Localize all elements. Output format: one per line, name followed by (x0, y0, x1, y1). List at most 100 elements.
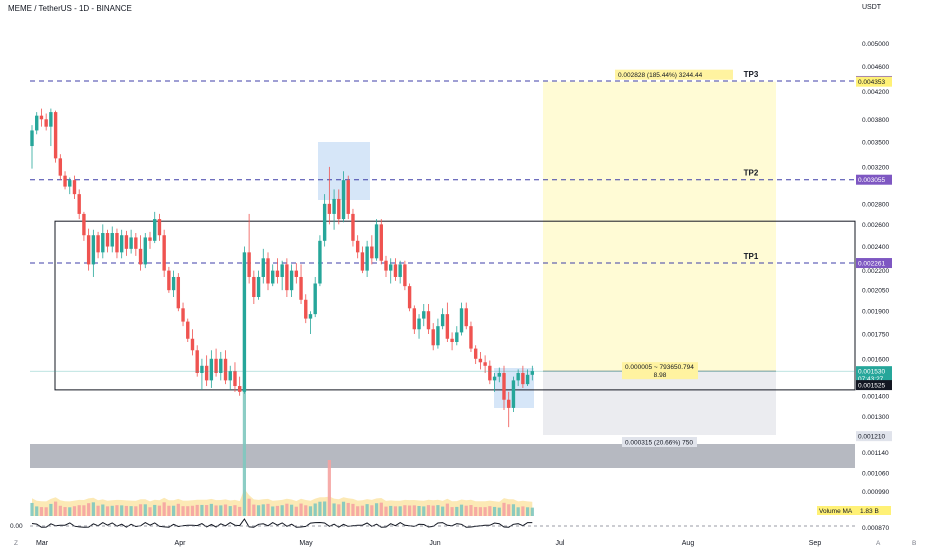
candle-body (119, 235, 124, 253)
candle-body (30, 130, 34, 147)
candle-body (181, 308, 185, 322)
y-tick-label: 0.002050 (862, 288, 889, 295)
volume-bar (271, 506, 275, 516)
volume-bar (186, 506, 190, 516)
volume-bar (408, 505, 412, 516)
volume-bar (110, 505, 114, 516)
candle-body (153, 219, 157, 241)
candle-body (148, 237, 152, 241)
candle-body (252, 276, 256, 298)
volume-bar (275, 505, 280, 516)
candle-body (492, 376, 497, 381)
volume-bar (209, 503, 213, 516)
volume-bar (91, 502, 95, 516)
candle-body (261, 258, 265, 277)
volume-bar (266, 503, 270, 516)
price-badge-text: 07:43:27 (858, 376, 884, 383)
candle-body (63, 175, 67, 187)
volume-bar (464, 505, 468, 516)
volume-bar (474, 506, 478, 516)
candle-body (138, 248, 143, 265)
volume-bar (200, 504, 204, 516)
corner-label: A (876, 540, 881, 547)
left-axis-value: 0.00 (10, 523, 23, 530)
candle-body (190, 338, 195, 351)
volume-bar (138, 504, 143, 516)
volume-bar (323, 501, 327, 516)
candle-body (483, 362, 487, 366)
y-tick-label: 0.000870 (862, 525, 889, 532)
volume-bar (360, 505, 364, 516)
volume-bar (374, 503, 379, 516)
candle-body (417, 318, 421, 330)
volume-bar (455, 506, 459, 516)
x-tick-label: Apr (175, 540, 187, 547)
level-badge (856, 174, 892, 185)
volume-bar (181, 506, 185, 516)
candle-body (143, 237, 147, 265)
volume-bar (167, 505, 171, 516)
candle-body (393, 264, 398, 277)
volume-bar (308, 506, 313, 516)
volume-bar (153, 504, 157, 516)
volume-bar (280, 505, 284, 516)
volume-bar (87, 503, 91, 516)
candle-body (53, 112, 58, 159)
candle-body (346, 180, 350, 214)
candle-body (162, 235, 166, 271)
y-tick-label: 0.001750 (862, 331, 889, 338)
entry-label-bg (622, 362, 698, 380)
price-badge (856, 76, 892, 87)
candle-body (478, 358, 483, 363)
candle-body (322, 203, 327, 241)
volume-bar (530, 507, 534, 516)
price-badge (856, 366, 892, 377)
candle-body (171, 276, 176, 291)
volume-bar (526, 507, 530, 516)
candle-body (237, 386, 242, 392)
candle-body (450, 338, 454, 342)
volume-bar (238, 506, 242, 516)
candle-body (200, 365, 204, 373)
volume-bar (417, 505, 421, 516)
stop-label-bg (622, 436, 697, 447)
volume-bar (502, 502, 506, 516)
candle-body (77, 194, 81, 214)
candle-body (521, 372, 525, 385)
volume-bar (507, 504, 511, 516)
volume-bar (256, 505, 261, 516)
volume-bar (223, 504, 228, 516)
volume-bar (252, 504, 256, 516)
volume-bar (115, 505, 119, 516)
candle-body (86, 235, 91, 265)
corner-label: B (912, 540, 916, 547)
volume-bar (219, 505, 223, 516)
y-tick-label: 0.004200 (862, 89, 889, 96)
candle-body (129, 237, 133, 249)
candle-body (431, 329, 435, 346)
volume-bar (35, 506, 39, 516)
y-tick-label: 0.002800 (862, 201, 889, 208)
y-tick-label: 0.003800 (862, 117, 889, 124)
candle-body (72, 180, 77, 195)
price-badge (856, 373, 892, 384)
y-tick-label: 0.004600 (862, 64, 889, 71)
volume-bar (101, 504, 105, 516)
candle-body (110, 233, 114, 247)
volume-bar (82, 505, 86, 516)
y-tick-label: 0.002400 (862, 244, 889, 251)
price-badge-text: 0.001210 (858, 434, 885, 441)
volume-bar (422, 506, 426, 516)
x-tick-label: May (299, 540, 313, 547)
volume-ma-label: Volume MA (819, 508, 853, 515)
x-tick-label: Mar (36, 540, 49, 547)
candle-body (488, 365, 492, 381)
level-label: TP1 (744, 252, 759, 261)
candle-body (242, 252, 247, 392)
volume-ma-area (32, 489, 533, 516)
x-tick-label: Aug (682, 540, 695, 547)
candle-body (233, 371, 237, 387)
volume-bar (242, 389, 246, 516)
volume-bar (294, 506, 298, 516)
